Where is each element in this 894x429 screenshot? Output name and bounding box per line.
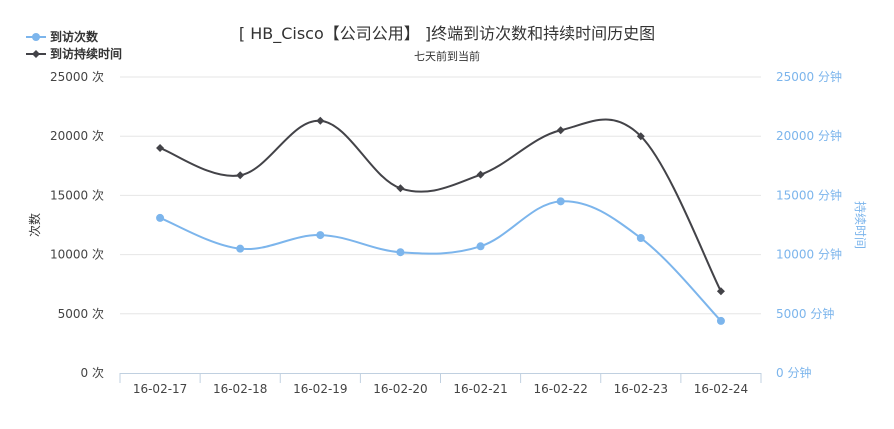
chart-title: [ HB_Cisco【公司公用】 ]终端到访次数和持续时间历史图	[238, 24, 656, 43]
data-point-duration	[236, 171, 245, 180]
data-point-duration	[556, 126, 565, 135]
x-tick-label: 16-02-22	[533, 382, 587, 396]
legend-circle-icon	[26, 32, 46, 41]
x-tick-label: 16-02-24	[694, 382, 748, 396]
y-left-tick-label: 20000 次	[50, 129, 104, 143]
data-point-duration	[316, 116, 325, 125]
x-tick-label: 16-02-17	[133, 382, 187, 396]
data-point-visits	[156, 213, 165, 222]
y-right-axis-title: 持续时间	[853, 201, 868, 249]
data-point-visits	[476, 242, 485, 251]
legend-label-visits: 到访次数	[50, 30, 99, 44]
legend-item-duration[interactable]: 到访持续时间	[26, 45, 122, 62]
data-point-visits	[236, 244, 245, 253]
legend-item-visits[interactable]: 到访次数	[26, 28, 122, 45]
y-right-tick-label: 15000 分钟	[776, 187, 842, 202]
y-right-tick-label: 20000 分钟	[776, 128, 842, 143]
y-left-axis-title: 次数	[27, 213, 42, 237]
legend: 到访次数 到访持续时间	[26, 28, 122, 62]
series-line-duration	[159, 118, 722, 292]
x-tick-label: 16-02-20	[373, 382, 427, 396]
data-point-duration	[636, 132, 645, 141]
chart-subtitle: 七天前到当前	[414, 50, 480, 63]
y-right-tick-label: 5000 分钟	[776, 306, 834, 321]
x-tick-label: 16-02-18	[213, 382, 267, 396]
x-tick-label: 16-02-19	[293, 382, 347, 396]
y-left-tick-label: 10000 次	[50, 248, 104, 262]
y-right-tick-label: 10000 分钟	[776, 247, 842, 262]
y-left-tick-label: 25000 次	[50, 70, 104, 84]
data-point-duration	[156, 144, 165, 153]
data-point-visits	[556, 197, 565, 206]
data-point-visits	[716, 316, 725, 325]
data-point-duration	[476, 170, 485, 179]
legend-label-duration: 到访持续时间	[50, 47, 123, 61]
y-left-tick-label: 0 次	[81, 366, 104, 380]
data-point-duration	[396, 184, 405, 193]
data-point-visits	[316, 231, 325, 240]
y-left-tick-label: 15000 次	[50, 188, 104, 202]
data-point-visits	[636, 234, 645, 243]
x-tick-label: 16-02-23	[614, 382, 668, 396]
data-point-visits	[396, 248, 405, 257]
x-tick-label: 16-02-21	[453, 382, 507, 396]
y-right-tick-label: 0 分钟	[776, 365, 811, 380]
y-right-tick-label: 25000 分钟	[776, 69, 842, 84]
legend-diamond-icon	[26, 49, 46, 58]
y-left-tick-label: 5000 次	[58, 307, 104, 321]
data-point-duration	[716, 287, 725, 296]
series-line-visits	[159, 200, 722, 322]
